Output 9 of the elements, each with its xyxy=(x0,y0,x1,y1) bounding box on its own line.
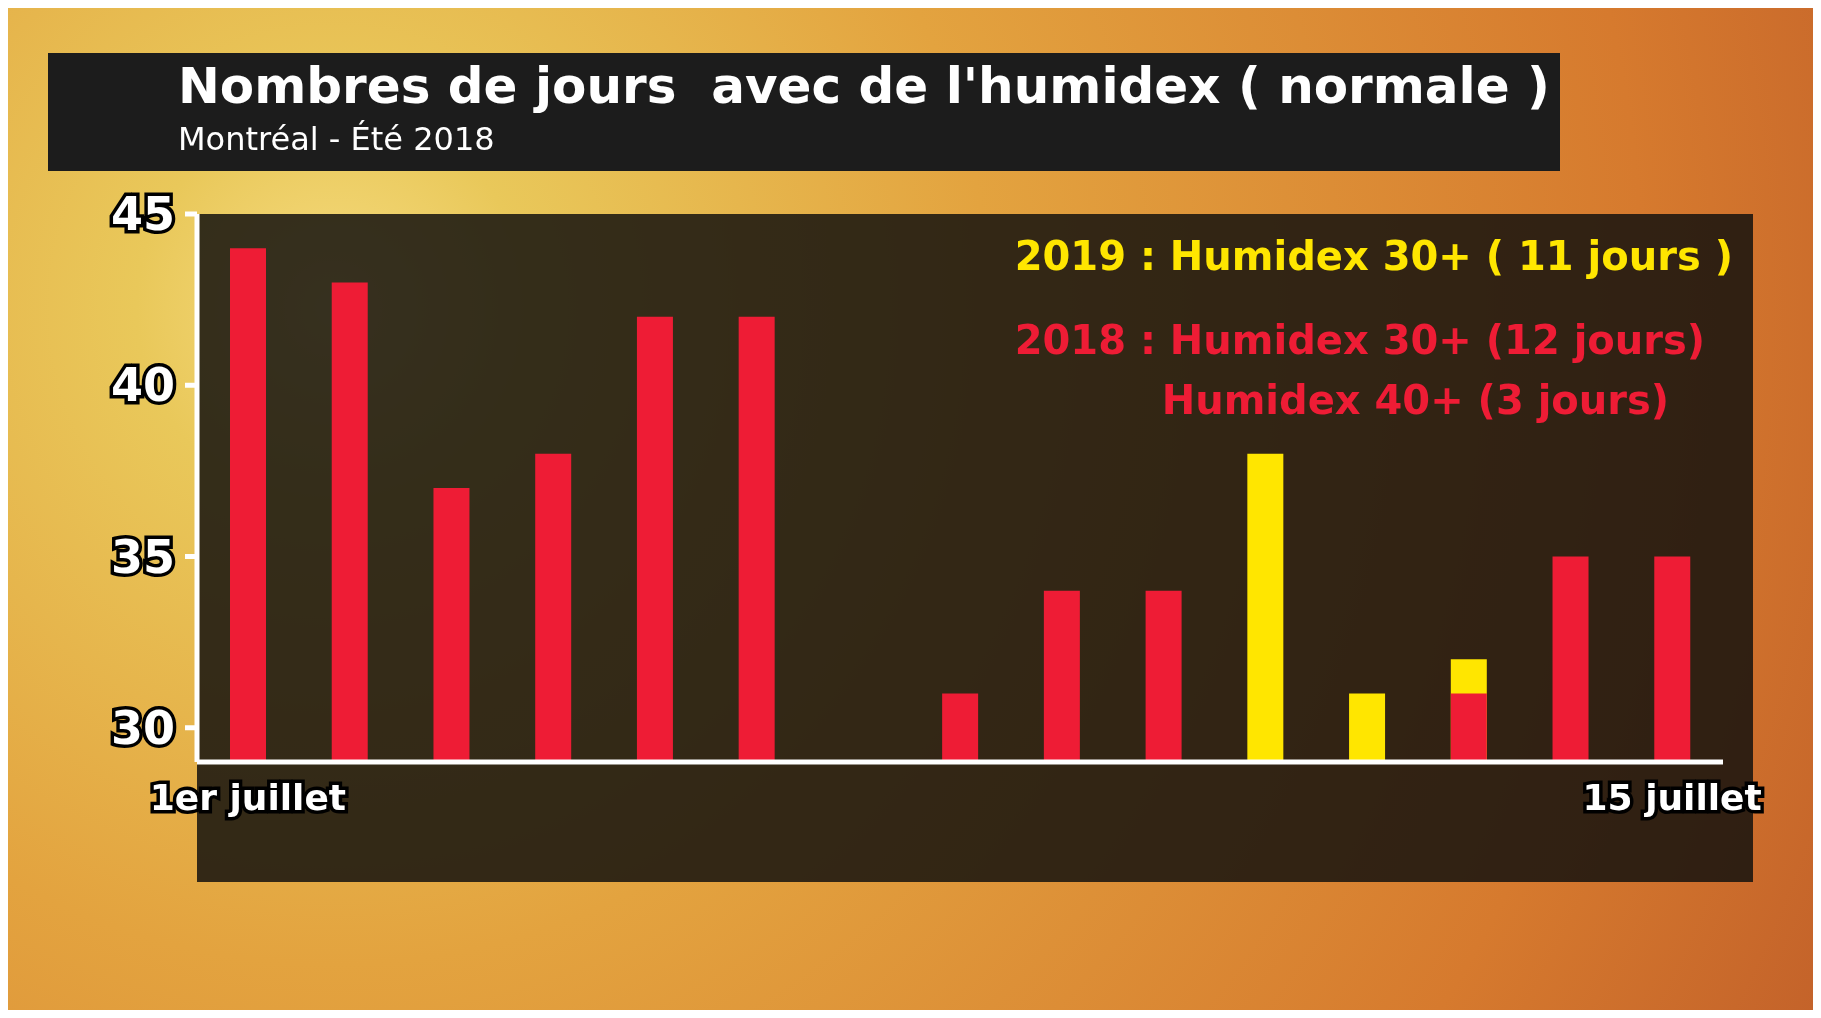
y-tick-label: 35 xyxy=(110,529,175,584)
chart-title: Nombres de jours avec de l'humidex ( normale ) xyxy=(178,56,1551,117)
y-tick-label: 40 xyxy=(110,358,175,413)
annotation: Humidex 40+ (3 jours) xyxy=(1160,376,1671,425)
text: 2018 : Humidex 30+ (12 jours) xyxy=(1014,316,1707,365)
text: 2019 : Humidex 30+ ( 11 jours ) xyxy=(1014,232,1733,281)
y-tick-label: 45 xyxy=(110,187,175,241)
y-tick-label: 30 xyxy=(110,700,175,755)
chart-subtitle: Montréal - Été 2018 xyxy=(178,119,496,159)
